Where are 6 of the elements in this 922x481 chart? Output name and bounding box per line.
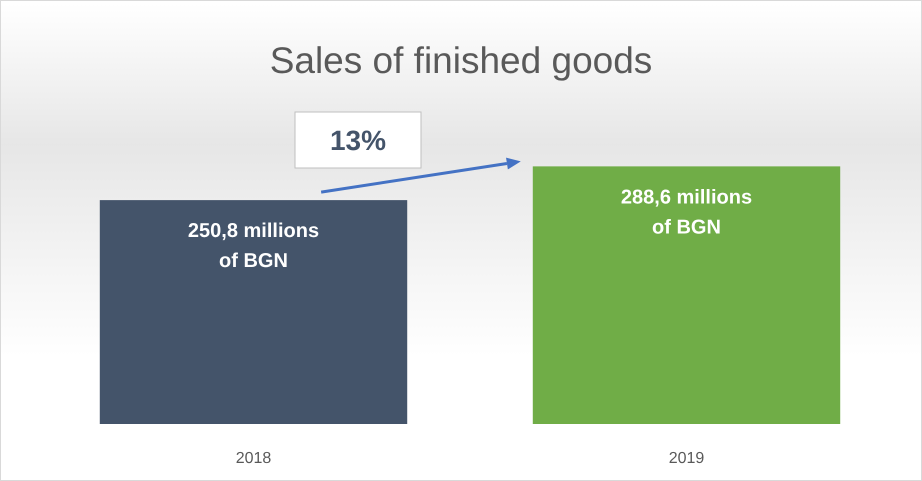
- chart-title: Sales of finished goods: [270, 40, 652, 81]
- x-tick-label: 2018: [236, 450, 272, 467]
- data-label: 250,8 millions of BGN: [188, 220, 320, 272]
- data-label: 288,6 millions of BGN: [620, 186, 752, 238]
- text: 13%: [330, 125, 386, 156]
- x-tick-label: 2019: [668, 450, 704, 467]
